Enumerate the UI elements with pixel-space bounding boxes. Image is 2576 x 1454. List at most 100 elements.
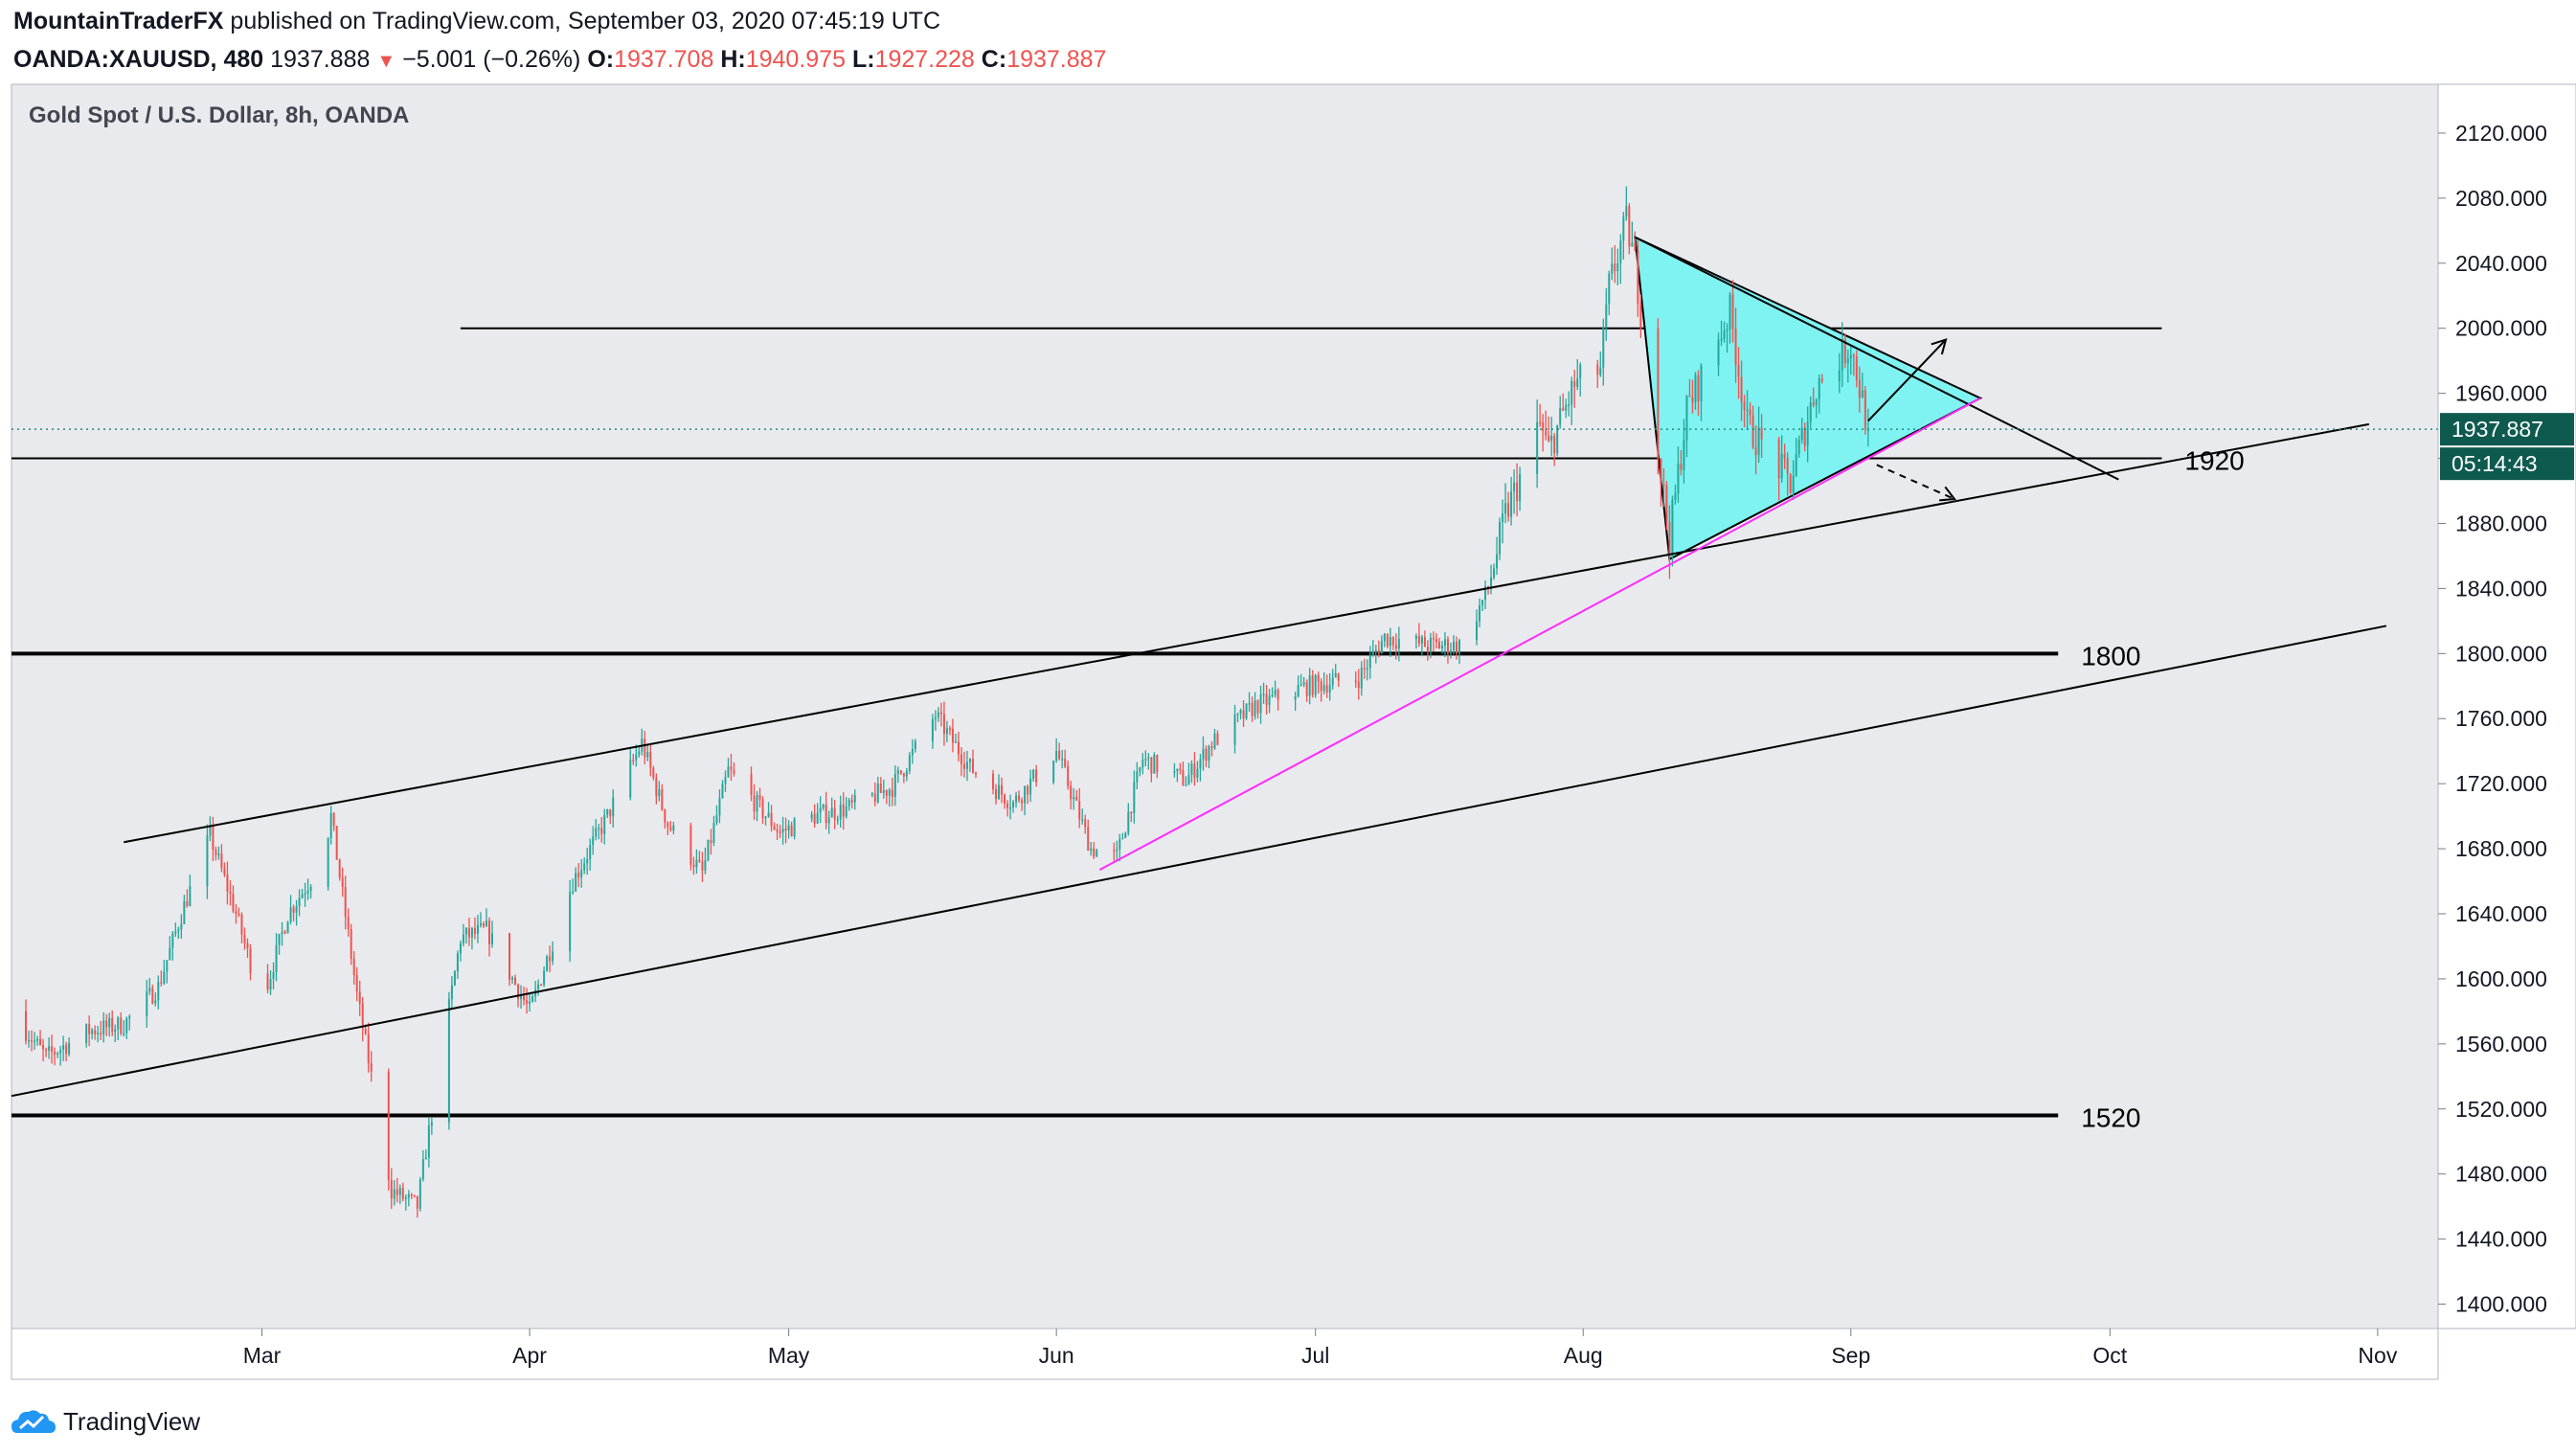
- candle: [750, 766, 753, 802]
- candle-body: [1786, 458, 1789, 474]
- candle-body: [1783, 453, 1786, 459]
- candle-body: [526, 1000, 529, 1004]
- candle: [761, 796, 764, 825]
- candle-body: [1694, 375, 1697, 403]
- candle: [1852, 352, 1855, 376]
- candle: [546, 954, 549, 972]
- candle-body: [1259, 693, 1262, 714]
- candle: [1757, 406, 1760, 464]
- candle-body: [1493, 568, 1496, 578]
- candle: [603, 808, 606, 845]
- candle: [1513, 469, 1516, 514]
- time-tick-label: Sep: [1831, 1343, 1870, 1368]
- candle: [830, 797, 833, 818]
- candle-body: [552, 951, 554, 962]
- tradingview-logo-icon[interactable]: [11, 1408, 56, 1435]
- candle-body: [1199, 759, 1202, 769]
- candle-body: [482, 923, 485, 927]
- candle-body: [108, 1017, 111, 1028]
- candle-body: [1446, 639, 1449, 653]
- candle: [476, 915, 479, 943]
- candle-body: [407, 1193, 410, 1198]
- candle: [1797, 435, 1800, 459]
- candle: [1182, 761, 1185, 786]
- candle: [1504, 483, 1507, 524]
- candle: [1242, 700, 1245, 728]
- candle-body: [649, 752, 652, 768]
- candle-body: [850, 800, 853, 803]
- candle-body: [1420, 636, 1423, 644]
- candle: [523, 987, 526, 1006]
- candle: [97, 1025, 100, 1043]
- candle: [793, 817, 796, 840]
- candle-body: [1476, 621, 1479, 641]
- candle-body: [672, 825, 675, 830]
- candle: [281, 921, 283, 946]
- candle-body: [770, 812, 773, 827]
- candle: [1368, 646, 1371, 679]
- candle: [1055, 738, 1058, 763]
- candle: [1789, 473, 1792, 495]
- price-tick-label: 1520.000: [2455, 1097, 2547, 1122]
- candle-body: [335, 826, 338, 860]
- candle: [223, 862, 226, 877]
- candle-body: [847, 800, 850, 807]
- candle: [526, 988, 529, 1014]
- candle-body: [1113, 850, 1116, 852]
- candle: [1012, 800, 1015, 813]
- time-axis[interactable]: [11, 1328, 2439, 1380]
- candle-body: [1680, 464, 1683, 470]
- candle-body: [1090, 848, 1093, 852]
- candle: [730, 754, 733, 782]
- candle: [914, 738, 916, 753]
- candle-body: [292, 907, 295, 913]
- author-name[interactable]: MountainTraderFX: [13, 8, 224, 34]
- candle-body: [891, 789, 893, 797]
- candlesticks: [25, 186, 1869, 1218]
- candle-body: [479, 923, 482, 925]
- candle-body: [85, 1024, 88, 1043]
- candle-body: [882, 790, 885, 793]
- candle: [1268, 689, 1271, 714]
- candle-body: [655, 777, 658, 797]
- candle-body: [1542, 422, 1545, 431]
- candle: [549, 945, 552, 973]
- candle: [531, 993, 534, 1003]
- candle-body: [1374, 649, 1377, 652]
- candle-body: [430, 1122, 433, 1126]
- candle: [25, 999, 28, 1045]
- candle: [243, 927, 246, 950]
- candle-body: [934, 716, 937, 719]
- candle: [1187, 762, 1190, 785]
- price-axis[interactable]: [2437, 83, 2576, 1329]
- candle-body: [652, 767, 655, 778]
- candle: [1199, 754, 1202, 782]
- candle-body: [1504, 503, 1507, 514]
- candle: [1075, 789, 1078, 802]
- candle-body: [937, 712, 939, 717]
- candle: [1440, 641, 1443, 654]
- plot-area[interactable]: [11, 83, 2439, 1329]
- candle: [1305, 679, 1308, 702]
- wedge-triangle: [1634, 235, 1983, 561]
- wedge-pattern: [1634, 235, 1983, 561]
- candle-body: [540, 984, 543, 987]
- candle: [1637, 239, 1639, 317]
- candle-body: [1637, 250, 1639, 304]
- candle: [655, 773, 658, 805]
- candle: [467, 918, 470, 946]
- candle-body: [117, 1017, 120, 1030]
- candle: [332, 811, 335, 831]
- candle-body: [1354, 680, 1357, 683]
- price-tick-label: 1400.000: [2455, 1292, 2547, 1317]
- candle-body: [954, 741, 957, 743]
- candle: [1121, 832, 1124, 840]
- candle-body: [1723, 330, 1726, 339]
- candle-body: [1734, 329, 1737, 366]
- candle-body: [344, 886, 347, 918]
- tradingview-brand[interactable]: TradingView: [63, 1406, 201, 1436]
- candle-body: [580, 870, 583, 877]
- candle-body: [1746, 409, 1749, 412]
- candle: [1337, 672, 1340, 688]
